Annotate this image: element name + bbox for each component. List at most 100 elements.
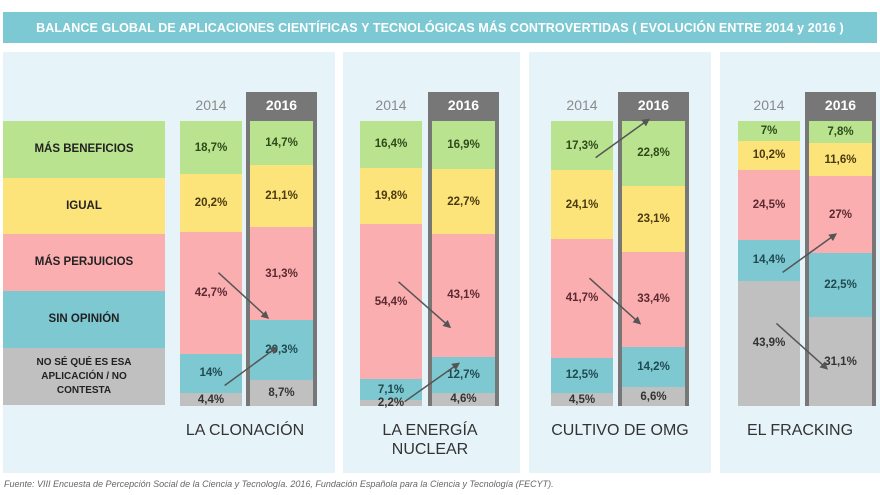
bar-segment-no-contesta: 8,7% bbox=[250, 380, 313, 406]
bar-segment-sin-opinion: 14% bbox=[180, 353, 242, 394]
legend-sin-opinion: SIN OPINIÓN bbox=[3, 291, 165, 348]
bar-segment-mas-beneficios: 22,8% bbox=[622, 121, 685, 186]
data-label: 43,1% bbox=[447, 289, 480, 302]
bar-segment-mas-perjuicios: 54,4% bbox=[360, 224, 422, 380]
bar-segment-mas-beneficios: 7,8% bbox=[809, 121, 872, 144]
bar-segment-mas-perjuicios: 24,5% bbox=[738, 170, 800, 240]
data-label: 4,5% bbox=[568, 393, 596, 406]
legend-mas-perjuicios: MÁS PERJUICIOS bbox=[3, 234, 165, 291]
bar-segment-mas-beneficios: 17,3% bbox=[551, 121, 613, 171]
year-label-2014: 2014 bbox=[753, 97, 785, 113]
data-label: 14,4% bbox=[752, 254, 786, 267]
data-label: 54,4% bbox=[374, 295, 408, 308]
legend-label: SIN OPINIÓN bbox=[48, 313, 120, 325]
legend-label: MÁS PERJUICIOS bbox=[34, 256, 134, 268]
bar-segment-sin-opinion: 12,5% bbox=[551, 357, 613, 394]
bar-segment-sin-opinion: 22,5% bbox=[809, 253, 872, 318]
year-label-2016: 2016 bbox=[637, 97, 670, 113]
bar-segment-mas-perjuicios: 33,4% bbox=[622, 251, 685, 347]
data-label: 4,4% bbox=[197, 393, 225, 406]
bar-segment-igual: 23,1% bbox=[622, 185, 685, 252]
data-label: 7,8% bbox=[827, 126, 854, 139]
data-label: 22,8% bbox=[637, 147, 670, 160]
data-label: 7% bbox=[760, 124, 778, 137]
category-label: LA ENERGÍA NUCLEAR bbox=[382, 422, 478, 458]
year-label-2016: 2016 bbox=[824, 97, 857, 113]
bar-segment-sin-opinion: 14,4% bbox=[738, 239, 800, 281]
data-label: 31,3% bbox=[265, 267, 298, 280]
data-label: 24,1% bbox=[565, 198, 599, 211]
data-label: 14,7% bbox=[265, 136, 298, 149]
chart-title: BALANCE GLOBAL DE APLICACIONES CIENTÍFIC… bbox=[3, 12, 877, 43]
data-label: 22,7% bbox=[447, 195, 480, 208]
bar-segment-igual: 20,2% bbox=[180, 174, 242, 232]
legend-no-contesta: NO SÉ QUÉ ES ESA APLICACIÓN / NO CONTEST… bbox=[3, 348, 165, 405]
bar-segment-igual: 10,2% bbox=[738, 140, 800, 170]
data-label: 21,1% bbox=[265, 189, 298, 202]
year-label-2014: 2014 bbox=[195, 97, 227, 113]
data-label: 20,2% bbox=[194, 197, 228, 210]
bar-segment-mas-beneficios: 14,7% bbox=[250, 121, 313, 165]
data-label: 11,6% bbox=[824, 153, 857, 166]
legend-label: NO SÉ QUÉ ES ESA APLICACIÓN / NO CONTEST… bbox=[36, 356, 132, 396]
data-label: 12,5% bbox=[565, 369, 599, 382]
bar-segment-no-contesta: 4,6% bbox=[432, 392, 495, 406]
bar-segment-igual: 21,1% bbox=[250, 164, 313, 228]
legend-mas-beneficios: MÁS BENEFICIOS bbox=[3, 121, 165, 178]
bar-segment-igual: 11,6% bbox=[809, 143, 872, 177]
data-label: 17,3% bbox=[565, 139, 599, 152]
legend-label: MÁS BENEFICIOS bbox=[34, 143, 134, 155]
data-label: 14,2% bbox=[637, 360, 670, 373]
bar-segment-mas-perjuicios: 41,7% bbox=[551, 238, 613, 358]
bar-segment-mas-beneficios: 7% bbox=[738, 121, 800, 141]
data-label: 14% bbox=[199, 367, 223, 380]
data-label: 42,7% bbox=[194, 286, 228, 299]
data-label: 31,1% bbox=[824, 355, 857, 368]
legend-label: IGUAL bbox=[66, 199, 102, 212]
data-label: 10,2% bbox=[752, 149, 786, 162]
bar-segment-mas-beneficios: 16,9% bbox=[432, 121, 495, 170]
bar-segment-sin-opinion: 14,2% bbox=[622, 346, 685, 388]
bar-segment-no-contesta: 4,5% bbox=[551, 393, 613, 406]
bar-segment-mas-perjuicios: 43,1% bbox=[432, 233, 495, 357]
bar-segment-no-contesta: 43,9% bbox=[738, 280, 800, 406]
data-label: 22,5% bbox=[824, 279, 857, 292]
data-label: 16,9% bbox=[447, 139, 480, 152]
category-label: CULTIVO DE OMG bbox=[551, 422, 689, 439]
data-label: 41,7% bbox=[565, 292, 599, 305]
data-label: 43,9% bbox=[752, 337, 786, 350]
year-label-2016: 2016 bbox=[265, 97, 298, 113]
legend-igual: IGUAL bbox=[3, 178, 165, 234]
bar-segment-mas-perjuicios: 31,3% bbox=[250, 227, 313, 320]
data-label: 20,3% bbox=[265, 344, 298, 357]
data-label: 16,4% bbox=[374, 138, 408, 151]
data-label: 4,6% bbox=[450, 393, 477, 406]
data-label: 12,7% bbox=[447, 368, 480, 381]
bar-segment-igual: 24,1% bbox=[551, 170, 613, 239]
category-label: EL FRACKING bbox=[746, 422, 854, 439]
source-note: Fuente: VIII Encuesta de Percepción Soci… bbox=[4, 479, 554, 489]
year-label-2014: 2014 bbox=[566, 97, 598, 113]
bar-segment-no-contesta: 6,6% bbox=[622, 387, 685, 406]
bar-segment-no-contesta: 2,2% bbox=[360, 396, 422, 409]
data-label: 7,1% bbox=[377, 383, 405, 396]
category-label: LA CLONACIÓN bbox=[185, 422, 305, 439]
bar-segment-sin-opinion: 20,3% bbox=[250, 319, 313, 381]
data-label: 6,6% bbox=[640, 390, 667, 403]
bar-segment-no-contesta: 31,1% bbox=[809, 317, 872, 406]
data-label: 33,4% bbox=[637, 293, 670, 306]
bar-segment-sin-opinion: 12,7% bbox=[432, 356, 495, 393]
data-label: 23,1% bbox=[637, 212, 670, 225]
bar-segment-no-contesta: 4,4% bbox=[180, 393, 242, 406]
bar-segment-igual: 22,7% bbox=[432, 169, 495, 234]
data-label: 18,7% bbox=[194, 141, 228, 154]
year-label-2016: 2016 bbox=[447, 97, 480, 113]
bar-segment-mas-beneficios: 18,7% bbox=[180, 121, 242, 175]
bar-segment-igual: 19,8% bbox=[360, 167, 422, 225]
bar-segment-mas-perjuicios: 42,7% bbox=[180, 231, 242, 354]
bar-segment-mas-beneficios: 16,4% bbox=[360, 121, 422, 168]
data-label: 2,2% bbox=[377, 396, 405, 409]
data-label: 8,7% bbox=[268, 387, 295, 400]
year-label-2014: 2014 bbox=[375, 97, 407, 113]
data-label: 27% bbox=[828, 208, 853, 221]
